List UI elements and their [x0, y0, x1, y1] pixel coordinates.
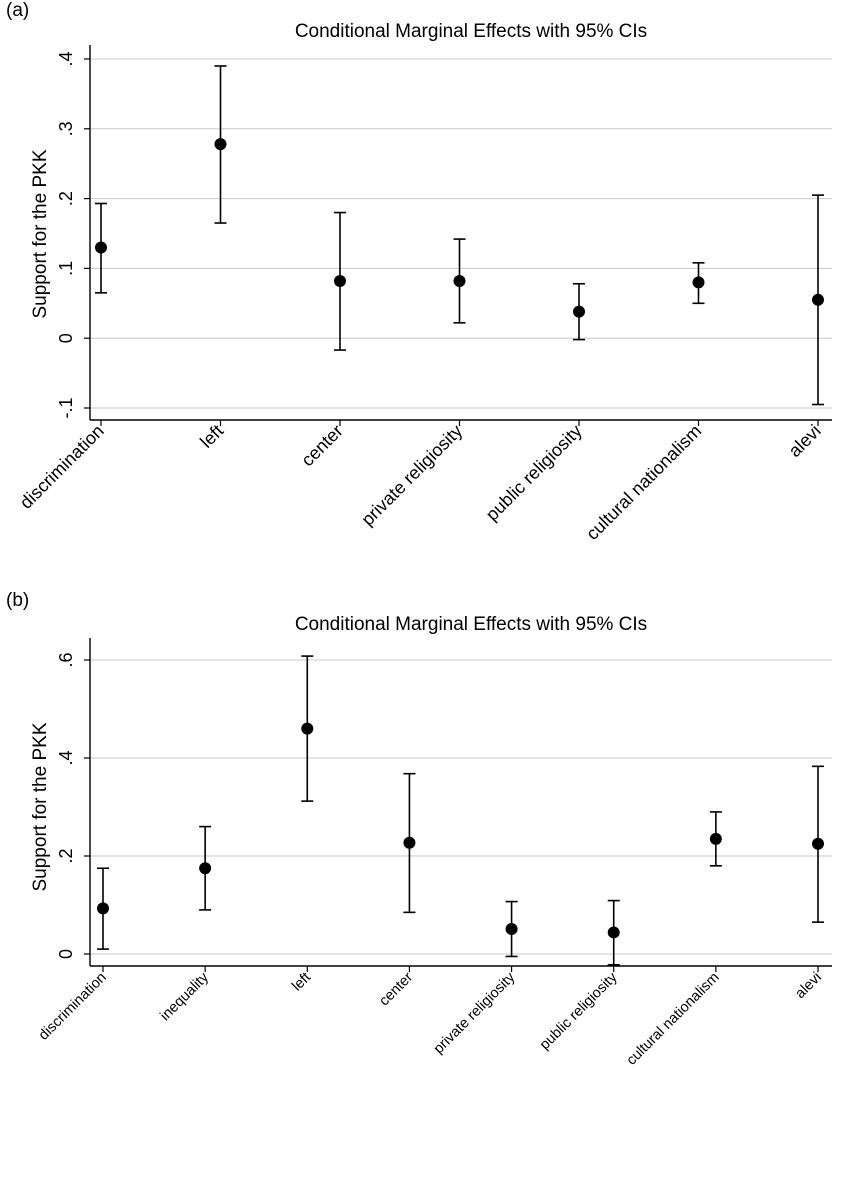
panel-label-b: (b) [6, 590, 30, 611]
point-estimate [334, 274, 346, 287]
point-estimate [709, 832, 722, 845]
point-estimate [199, 862, 212, 875]
y-tick-label: .1 [56, 261, 76, 276]
y-axis-label: Support for the PKK [30, 722, 51, 891]
point-estimate [812, 293, 824, 306]
point-estimate [692, 276, 705, 289]
y-tick-label: .2 [56, 191, 76, 206]
y-tick-label: 0 [56, 333, 76, 343]
x-tick-label: cultural nationalism [624, 970, 723, 1069]
chart-panel-a: (a) Conditional Marginal Effects with 95… [0, 0, 851, 590]
point-estimate [301, 722, 314, 735]
x-tick-label: alevi [785, 421, 825, 461]
point-estimate [573, 305, 585, 318]
y-axis-label: Support for the PKK [30, 149, 51, 318]
x-tick-label: private religiosity [431, 969, 519, 1057]
x-tick-label: left [289, 970, 314, 995]
y-tick-label: .6 [56, 652, 76, 667]
x-tick-label: discrimination [36, 970, 110, 1044]
point-estimate [812, 837, 824, 850]
x-tick-label: center [297, 421, 347, 471]
x-tick-label: public religiosity [537, 969, 621, 1053]
y-tick-label: .4 [56, 51, 76, 66]
x-tick-label: left [196, 421, 227, 452]
chart-a: Conditional Marginal Effects with 95% CI… [16, 21, 832, 544]
panel-label-a: (a) [6, 0, 30, 21]
x-tick-label: discrimination [16, 421, 108, 513]
chart-b: Conditional Marginal Effects with 95% CI… [30, 614, 832, 1069]
chart-title: Conditional Marginal Effects with 95% CI… [295, 21, 647, 42]
x-tick-label: center [376, 969, 416, 1009]
point-estimate [403, 836, 416, 849]
x-tick-label: public religiosity [482, 421, 586, 525]
point-estimate [453, 274, 466, 287]
point-estimate [607, 926, 620, 939]
y-tick-label: -.1 [56, 397, 76, 418]
x-tick-label: inequality [157, 969, 212, 1024]
chart-title: Conditional Marginal Effects with 95% CI… [295, 614, 647, 635]
chart-panel-b: (b) Conditional Marginal Effects with 95… [0, 590, 851, 1182]
point-estimate [505, 923, 518, 936]
point-estimate [214, 138, 227, 151]
point-estimate [95, 241, 107, 254]
x-tick-label: alevi [792, 970, 824, 1002]
y-tick-label: 0 [56, 949, 76, 959]
x-tick-label: cultural nationalism [582, 421, 705, 544]
x-tick-label: private religiosity [357, 421, 466, 530]
y-tick-label: .4 [56, 750, 76, 765]
y-tick-label: .2 [56, 848, 76, 863]
y-tick-label: .3 [56, 121, 76, 136]
point-estimate [97, 902, 109, 915]
